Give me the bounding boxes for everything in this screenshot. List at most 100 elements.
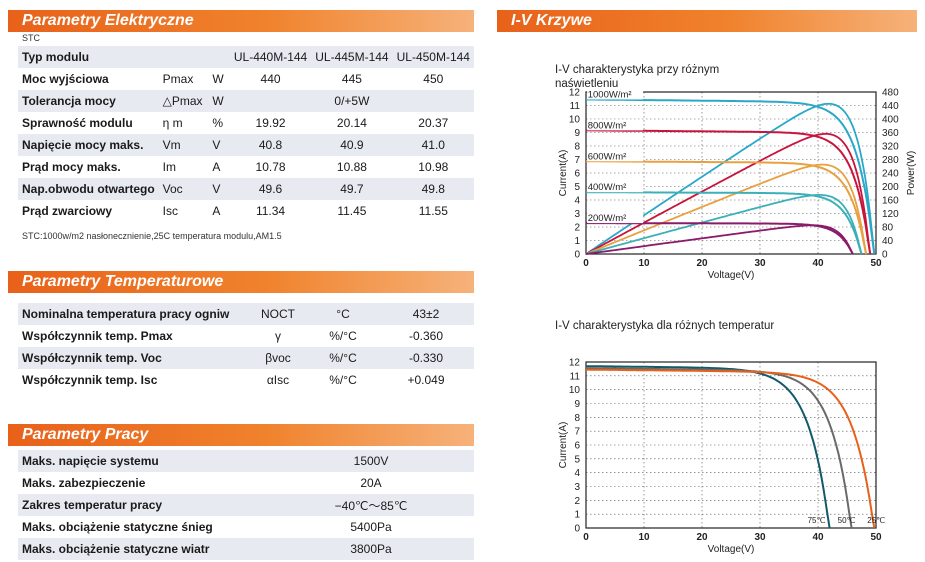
y-tick-label: 9 bbox=[574, 128, 580, 139]
iv-curve bbox=[585, 129, 872, 255]
param-unit: °C bbox=[308, 303, 378, 325]
value-445: 40.9 bbox=[311, 134, 393, 156]
value-445: 11.45 bbox=[311, 200, 393, 222]
y-tick-label: 4 bbox=[574, 196, 580, 207]
series-label: 400W/m² bbox=[588, 182, 627, 193]
y2-tick-label: 80 bbox=[882, 223, 894, 234]
value-440: 19.92 bbox=[229, 112, 312, 134]
param-name: Współczynnik temp. Pmax bbox=[18, 325, 248, 347]
table-row: Współczynnik temp. Pmax γ %/°C -0.360 bbox=[18, 325, 474, 347]
param-value: 1500V bbox=[268, 450, 474, 472]
param-symbol: Pmax bbox=[158, 68, 209, 90]
table-row: Tolerancja mocy △Pmax W 0/+5W bbox=[18, 90, 474, 112]
series-label: 1000W/m² bbox=[588, 89, 632, 100]
table-row: Współczynnik temp. Voc βvoc %/°C -0.330 bbox=[18, 347, 474, 369]
value-445: 0/+5W bbox=[311, 90, 393, 112]
y-tick-label: 8 bbox=[574, 142, 580, 153]
series-label: 50℃ bbox=[838, 516, 856, 525]
power-curve bbox=[585, 163, 867, 255]
param-symbol: Im bbox=[158, 156, 209, 178]
y-tick-label: 2 bbox=[574, 496, 580, 507]
iv-curve bbox=[586, 368, 876, 529]
y-tick-label: 12 bbox=[569, 358, 581, 369]
header-model bbox=[158, 46, 209, 68]
value-450: 10.98 bbox=[392, 156, 474, 178]
param-name: Zakres temperatur pracy bbox=[18, 494, 268, 516]
temperature-table: Nominalna temperatura pracy ogniw NOCT °C 4… bbox=[18, 303, 474, 391]
param-unit: W bbox=[208, 90, 230, 112]
param-value: 43±2 bbox=[378, 303, 474, 325]
y-tick-label: 1 bbox=[574, 236, 580, 247]
param-name: Nap.obwodu otwartego bbox=[18, 178, 159, 200]
param-symbol: βvoc bbox=[248, 347, 308, 369]
y2-tick-label: 0 bbox=[882, 250, 888, 261]
table-row: Maks. obciążenie statyczne wiatr 3800Pa bbox=[18, 538, 474, 560]
stc-label: STC bbox=[22, 33, 40, 43]
param-value: +0.049 bbox=[378, 369, 474, 391]
series-label-bg bbox=[587, 212, 644, 224]
x-tick-label: 0 bbox=[583, 532, 589, 543]
x-axis-label: Voltage(V) bbox=[708, 544, 755, 555]
operation-banner: Parametry Pracy bbox=[8, 424, 474, 446]
y-tick-label: 10 bbox=[569, 115, 581, 126]
value-440: 11.34 bbox=[229, 200, 312, 222]
table-row: Napięcie mocy maks. Vm V 40.8 40.9 41.0 bbox=[18, 134, 474, 156]
table-row: Maks. zabezpieczenie 20A bbox=[18, 472, 474, 494]
y2-tick-label: 480 bbox=[882, 88, 899, 99]
param-symbol: αIsc bbox=[248, 369, 308, 391]
y-tick-label: 1 bbox=[574, 510, 580, 521]
value-440: 10.78 bbox=[229, 156, 312, 178]
param-value: 20A bbox=[268, 472, 474, 494]
iv-curve bbox=[586, 191, 863, 255]
y2-tick-label: 40 bbox=[882, 236, 894, 247]
x-tick-label: 40 bbox=[812, 532, 824, 543]
value-445: 49.7 bbox=[311, 178, 393, 200]
param-unit: A bbox=[208, 156, 230, 178]
y-tick-label: 2 bbox=[574, 223, 580, 234]
y-tick-label: 6 bbox=[574, 441, 580, 452]
x-tick-label: 50 bbox=[870, 258, 882, 269]
y2-tick-label: 320 bbox=[882, 142, 899, 153]
y-tick-label: 0 bbox=[574, 250, 580, 261]
series-label: 600W/m² bbox=[588, 151, 627, 162]
y2-axis-label: Power(W) bbox=[906, 151, 917, 195]
x-tick-label: 10 bbox=[638, 532, 650, 543]
y-tick-label: 7 bbox=[574, 427, 580, 438]
y-tick-label: 7 bbox=[574, 155, 580, 166]
param-value: -0.330 bbox=[378, 347, 474, 369]
y2-tick-label: 400 bbox=[882, 115, 899, 126]
plot-frame bbox=[585, 361, 877, 529]
table-row: Nap.obwodu otwartego Voc V 49.6 49.7 49.8 bbox=[18, 178, 474, 200]
y-tick-label: 0 bbox=[574, 524, 580, 535]
param-value: 5400Pa bbox=[268, 516, 474, 538]
param-unit: V bbox=[208, 134, 230, 156]
chart1-title: I-V charakterystyka przy różnym naświetl… bbox=[555, 64, 720, 90]
y-tick-label: 12 bbox=[569, 88, 581, 99]
power-curve bbox=[585, 194, 863, 255]
y-tick-label: 4 bbox=[574, 468, 580, 479]
electrical-table: Typ modulu UL-440M-144 UL-445M-144 UL-450M-… bbox=[18, 46, 474, 222]
param-symbol: Isc bbox=[158, 200, 209, 222]
iv-banner: I-V Krzywe bbox=[497, 10, 917, 32]
header-model: UL-440M-144 bbox=[229, 46, 312, 68]
table-row: Maks. obciążenie statyczne śnieg 5400Pa bbox=[18, 516, 474, 538]
param-name: Tolerancja mocy bbox=[18, 90, 159, 112]
y-tick-label: 5 bbox=[574, 182, 580, 193]
header-model: UL-445M-144 bbox=[311, 46, 393, 68]
series-label-bg bbox=[587, 88, 644, 100]
x-tick-label: 30 bbox=[754, 258, 766, 269]
param-unit: A bbox=[208, 200, 230, 222]
param-unit: % bbox=[208, 112, 230, 134]
y2-tick-label: 360 bbox=[882, 128, 899, 139]
x-tick-label: 20 bbox=[696, 258, 708, 269]
x-tick-label: 30 bbox=[754, 532, 766, 543]
table-row: Moc wyjściowa Pmax W 440 445 450 bbox=[18, 68, 474, 90]
table-row: Nominalna temperatura pracy ogniw NOCT °C 4… bbox=[18, 303, 474, 325]
param-name: Sprawność modulu bbox=[18, 112, 159, 134]
plot-frame bbox=[585, 91, 877, 255]
y2-tick-label: 200 bbox=[882, 182, 899, 193]
y2-tick-label: 440 bbox=[882, 101, 899, 112]
param-unit: %/°C bbox=[308, 347, 378, 369]
